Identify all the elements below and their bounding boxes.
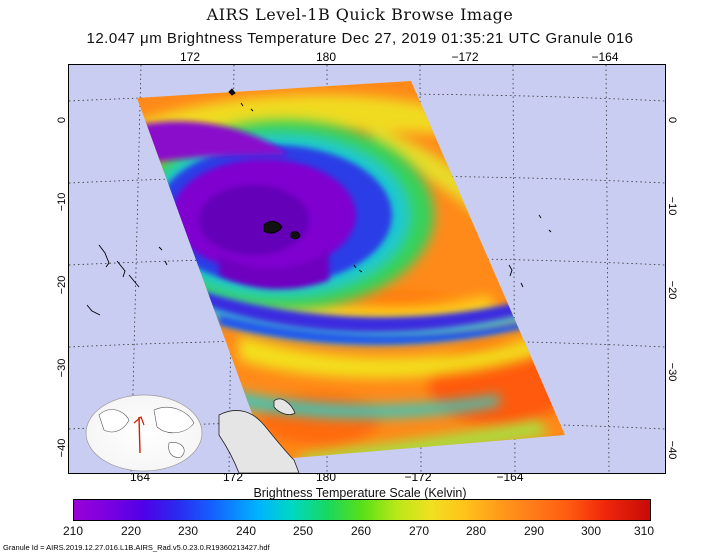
colorbar — [73, 499, 651, 521]
lat-tick-left: −10 — [56, 192, 68, 212]
lat-tick-left: −30 — [56, 358, 68, 378]
lat-tick-right: 0 — [666, 116, 678, 124]
satellite-swath — [137, 81, 565, 460]
colorbar-tick: 230 — [177, 524, 199, 538]
image-subtitle: 12.047 μm Brightness Temperature Dec 27,… — [86, 30, 634, 47]
lat-tick-left: −40 — [56, 438, 68, 458]
colorbar-tick: 300 — [580, 524, 602, 538]
lat-tick-left: −20 — [56, 275, 68, 295]
map-panel — [68, 64, 666, 474]
lon-tick-top: 172 — [179, 50, 201, 64]
colorbar-label: Brightness Temperature Scale (Kelvin) — [253, 486, 467, 500]
lat-tick-right: −40 — [666, 440, 678, 460]
island-outlines — [86, 88, 552, 316]
lat-tick-right: −20 — [666, 280, 678, 300]
lon-tick-top: −164 — [591, 50, 619, 64]
image-title: AIRS Level-1B Quick Browse Image — [206, 5, 514, 24]
lat-tick-left: 0 — [56, 116, 68, 124]
colorbar-tick: 280 — [465, 524, 487, 538]
colorbar-tick: 290 — [523, 524, 545, 538]
colorbar-tick: 310 — [633, 524, 655, 538]
colorbar-tick: 260 — [350, 524, 372, 538]
lon-tick-top: −172 — [451, 50, 479, 64]
colorbar-tick: 270 — [408, 524, 430, 538]
colorbar-tick: 210 — [62, 524, 84, 538]
colorbar-tick: 250 — [292, 524, 314, 538]
location-inset-map — [85, 394, 203, 472]
granule-id: Granule Id = AIRS.2019.12.27.016.L1B.AIR… — [3, 543, 270, 552]
lat-tick-right: −30 — [666, 362, 678, 382]
lat-tick-right: −10 — [666, 196, 678, 216]
new-zealand-landmass — [218, 398, 300, 473]
brightness-temperature-map — [69, 65, 665, 473]
colorbar-tick: 240 — [235, 524, 257, 538]
colorbar-tick: 220 — [120, 524, 142, 538]
lon-tick-top: 180 — [315, 50, 337, 64]
